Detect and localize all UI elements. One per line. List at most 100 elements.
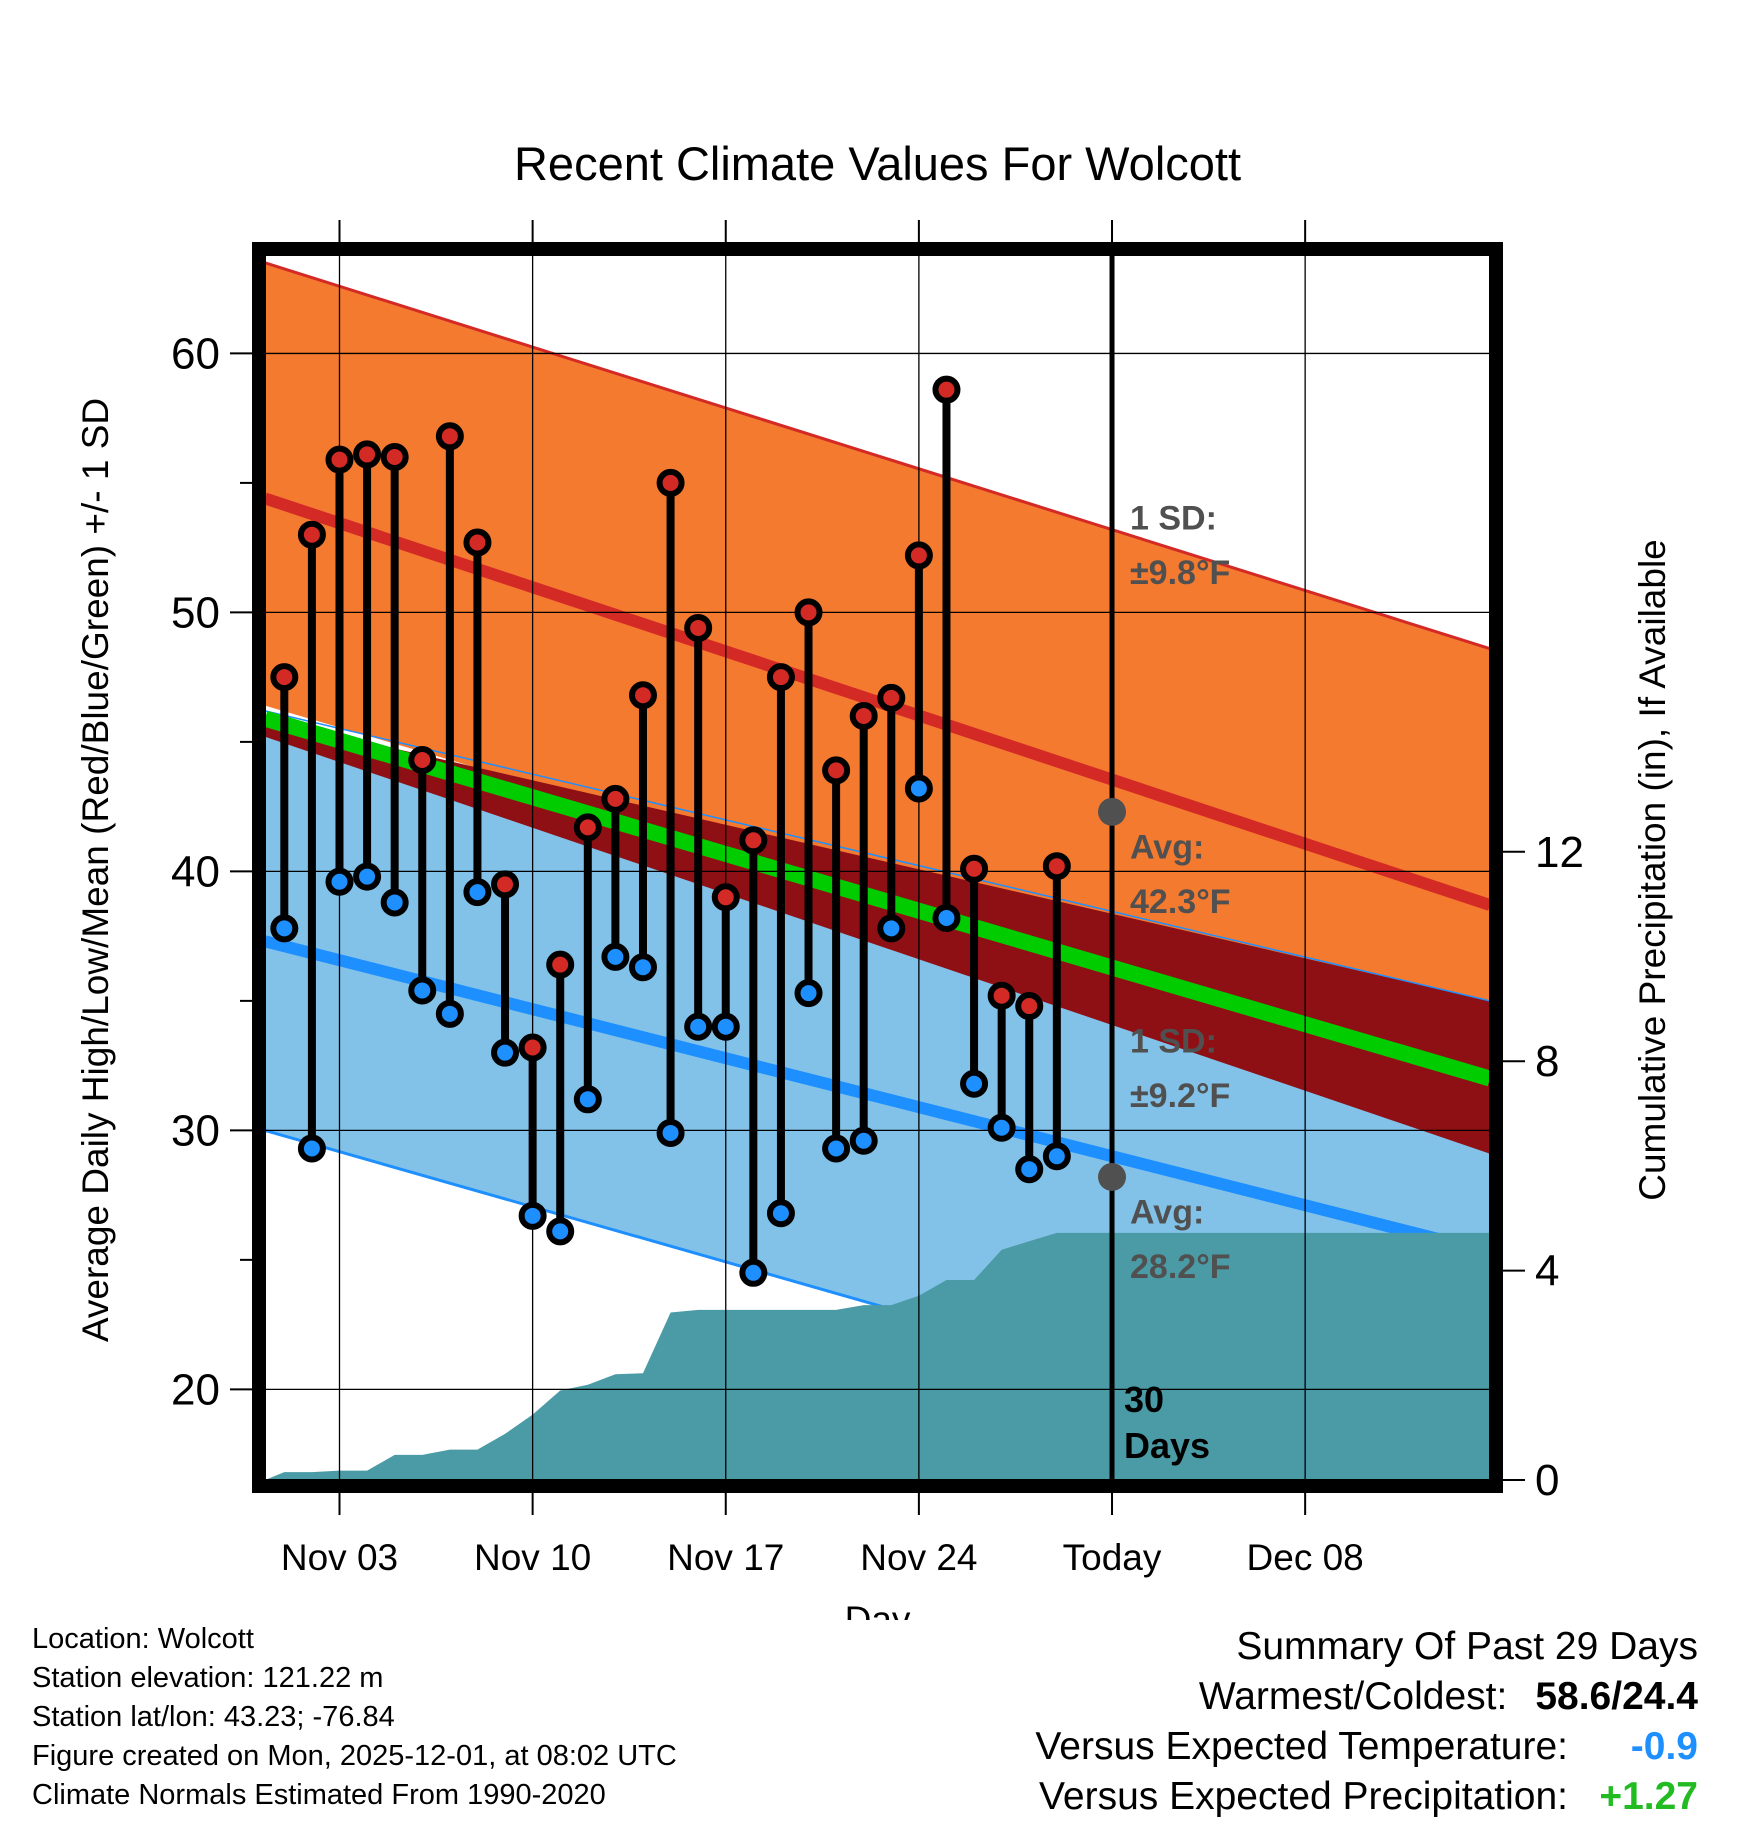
obs-high-point xyxy=(297,520,326,549)
created-text: Figure created on Mon, 2025-12-01, at 08… xyxy=(32,1740,677,1772)
precip-area xyxy=(265,1232,1490,1480)
obs-high-point xyxy=(491,870,520,899)
days-count-label: 30 xyxy=(1124,1379,1164,1420)
obs-low-point xyxy=(849,1126,878,1155)
obs-low-point xyxy=(1042,1142,1071,1171)
high-avg-value: 42.3°F xyxy=(1130,883,1231,921)
warm-cold-value: 58.6/24.4 xyxy=(1535,1675,1698,1718)
x-tick-label: Nov 10 xyxy=(474,1537,591,1578)
obs-low-point xyxy=(1015,1155,1044,1184)
low-avg-label: Avg: xyxy=(1130,1194,1204,1232)
obs-high-point xyxy=(1042,852,1071,881)
obs-high-point xyxy=(380,443,409,472)
obs-low-point xyxy=(270,914,299,943)
obs-high-point xyxy=(518,1033,547,1062)
y-tick-label-left: 20 xyxy=(171,1365,220,1414)
obs-high-point xyxy=(628,681,657,710)
low-avg-line xyxy=(265,935,1490,1258)
obs-low-point xyxy=(297,1134,326,1163)
obs-high-point xyxy=(711,883,740,912)
latlon-text: Station lat/lon: 43.23; -76.84 xyxy=(32,1701,395,1733)
y-axis-title-left: Average Daily High/Low/Mean (Red/Blue/Gr… xyxy=(75,398,116,1342)
obs-high-point xyxy=(739,826,768,855)
temp-value: -0.9 xyxy=(1630,1725,1698,1768)
plot-area xyxy=(265,255,1490,1480)
mean-sd-band xyxy=(265,718,1490,1154)
plot-frame xyxy=(252,242,1503,1493)
obs-low-point xyxy=(656,1118,685,1147)
obs-high-point xyxy=(435,422,464,451)
high-sd-edge xyxy=(265,261,1490,651)
precip-label: Versus Expected Precipitation: xyxy=(1039,1775,1568,1818)
obs-high-point xyxy=(794,598,823,627)
obs-low-point xyxy=(932,904,961,933)
precip-value: +1.27 xyxy=(1599,1775,1698,1818)
obs-low-point xyxy=(573,1085,602,1114)
obs-high-point xyxy=(849,701,878,730)
high-avg-label: Avg: xyxy=(1130,828,1204,866)
summary-precip-row: Versus Expected Precipitation: +1.27 xyxy=(1035,1772,1698,1822)
mean-avg-line xyxy=(265,710,1490,1087)
obs-low-point xyxy=(601,942,630,971)
obs-high-point xyxy=(601,784,630,813)
summary-panel: Summary Of Past 29 Days Warmest/Coldest:… xyxy=(1035,1622,1698,1822)
location-text: Location: Wolcott xyxy=(32,1623,254,1655)
y-tick-label-left: 40 xyxy=(171,847,220,896)
high-sd-band xyxy=(265,262,1490,1066)
obs-low-point xyxy=(408,976,437,1005)
obs-low-point xyxy=(491,1038,520,1067)
obs-high-point xyxy=(766,663,795,692)
obs-low-point xyxy=(987,1113,1016,1142)
obs-high-point xyxy=(353,440,382,469)
y-tick-label-right: 4 xyxy=(1535,1247,1559,1296)
summary-temp-row: Versus Expected Temperature: -0.9 xyxy=(1035,1722,1698,1772)
y-tick-label-left: 60 xyxy=(171,329,220,378)
obs-high-point xyxy=(546,950,575,979)
x-tick-label: Nov 24 xyxy=(860,1537,977,1578)
obs-low-point xyxy=(380,888,409,917)
obs-high-point xyxy=(408,746,437,775)
y-tick-label-left: 50 xyxy=(171,588,220,637)
obs-low-point xyxy=(822,1134,851,1163)
obs-low-point xyxy=(766,1199,795,1228)
x-axis-title: Day xyxy=(845,1599,911,1620)
obs-low-point xyxy=(711,1012,740,1041)
obs-high-point xyxy=(270,663,299,692)
obs-low-point xyxy=(684,1012,713,1041)
chart-title: Recent Climate Values For Wolcott xyxy=(514,137,1241,190)
obs-low-point xyxy=(325,867,354,896)
obs-high-point xyxy=(573,813,602,842)
obs-low-point xyxy=(877,914,906,943)
y-tick-label-right: 8 xyxy=(1535,1037,1559,1086)
obs-low-point xyxy=(463,878,492,907)
normals-text: Climate Normals Estimated From 1990-2020 xyxy=(32,1779,606,1811)
today-low-avg-marker xyxy=(1098,1162,1127,1191)
x-tick-label: Nov 03 xyxy=(281,1537,398,1578)
elevation-text: Station elevation: 121.22 m xyxy=(32,1662,384,1694)
obs-high-point xyxy=(960,854,989,883)
obs-high-point xyxy=(822,756,851,785)
y-tick-label-right: 0 xyxy=(1535,1456,1559,1505)
warm-cold-label: Warmest/Coldest: xyxy=(1198,1675,1508,1718)
low-avg-value: 28.2°F xyxy=(1130,1248,1231,1286)
obs-high-point xyxy=(656,468,685,497)
x-tick-label: Today xyxy=(1063,1537,1162,1578)
high-avg-line xyxy=(265,492,1490,911)
y-axis-title-right: Cumulative Precipitation (in), If Availa… xyxy=(1632,539,1673,1201)
climate-chart: 1 SD: ±9.8°F Avg: 42.3°F 1 SD: ±9.2°F Avg: 28.2… xyxy=(75,137,1673,1620)
high-sd-label: 1 SD: xyxy=(1130,500,1217,538)
x-tick-label: Nov 17 xyxy=(667,1537,784,1578)
obs-low-point xyxy=(546,1217,575,1246)
low-sd-label: 1 SD: xyxy=(1130,1023,1217,1061)
obs-high-point xyxy=(877,683,906,712)
obs-low-point xyxy=(904,774,933,803)
high-sd-value: ±9.8°F xyxy=(1130,554,1230,592)
x-tick-label: Dec 08 xyxy=(1247,1537,1364,1578)
obs-high-point xyxy=(684,613,713,642)
obs-high-point xyxy=(325,445,354,474)
days-word-label: Days xyxy=(1124,1425,1210,1466)
y-tick-label-right: 12 xyxy=(1535,828,1584,877)
obs-low-point xyxy=(353,862,382,891)
mean-band-edge-line xyxy=(265,710,1490,1002)
obs-low-point xyxy=(435,999,464,1028)
